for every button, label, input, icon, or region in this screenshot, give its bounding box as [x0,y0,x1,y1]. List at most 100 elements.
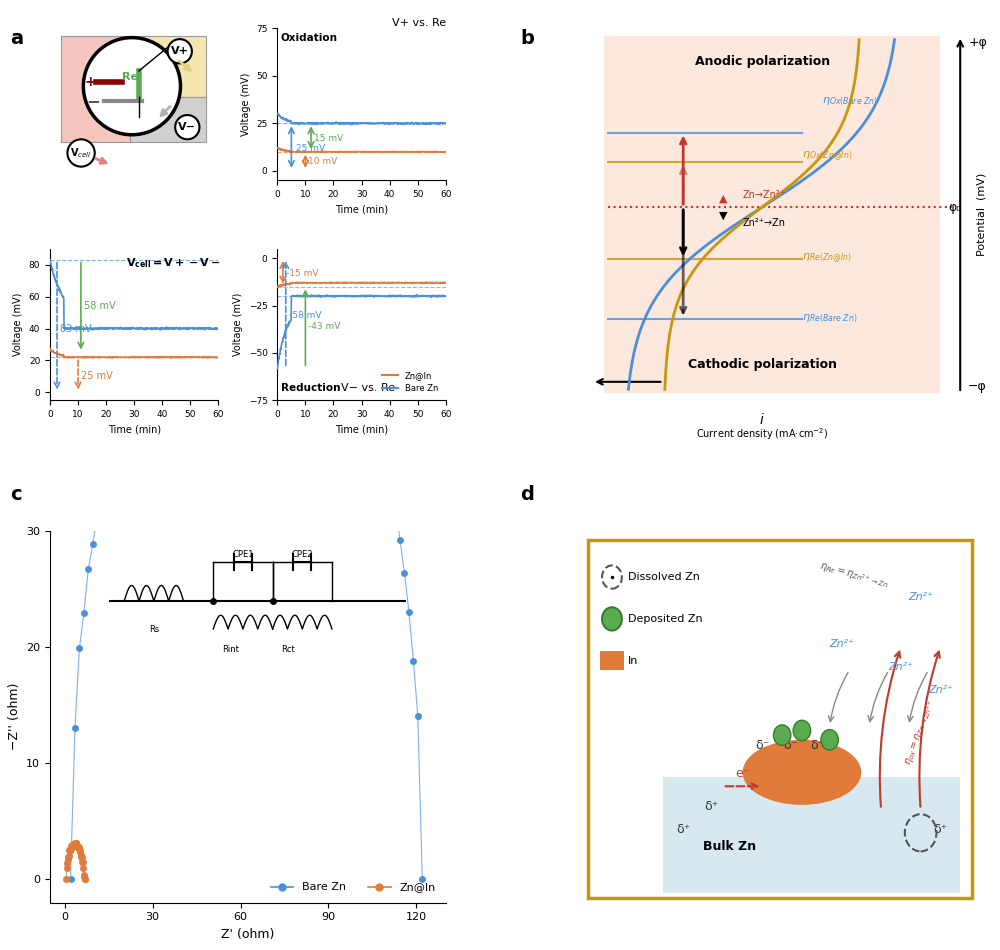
Zn@In [63,840,79,855]
Text: Oxidation: Oxidation [281,33,338,43]
Text: δ⁻: δ⁻ [755,739,769,752]
Text: +: + [84,75,96,88]
Bare Zn [156,254,172,269]
Bare Zn [245,176,261,191]
Circle shape [602,607,622,631]
Zn@In [67,836,83,851]
Zn@In [76,868,92,884]
Text: Potential  (mV): Potential (mV) [976,173,986,256]
Bare Zn [89,506,105,522]
Zn@In [70,839,86,854]
Bare Zn [107,408,123,423]
Legend: Zn@In, Bare Zn: Zn@In, Bare Zn [378,368,442,396]
Bare Zn [112,389,128,404]
Bare Zn [294,207,310,222]
Text: 10 mV: 10 mV [308,157,337,166]
Bare Zn [272,186,288,201]
Text: −: − [86,92,100,110]
Bare Zn [218,178,234,193]
Text: $\eta_{Ox(Bare\ Zn)}$: $\eta_{Ox(Bare\ Zn)}$ [822,95,878,107]
Bare Zn [356,351,372,366]
Text: −φ: −φ [968,380,987,393]
Bare Zn [263,187,279,202]
Bare Zn [410,709,426,724]
Text: d: d [520,484,534,504]
Bare Zn [152,274,168,289]
Zn@In [64,837,80,852]
Text: e⁻: e⁻ [735,767,750,780]
Zn@In [67,837,83,852]
Bare Zn [290,201,306,217]
Bare Zn [334,291,350,306]
Zn@In [59,855,75,870]
Bare Zn [281,198,297,213]
Legend: Bare Zn, Zn@In: Bare Zn, Zn@In [267,878,440,897]
Text: Zn→Zn²⁺: Zn→Zn²⁺ [743,190,786,199]
Zn@In [61,848,77,864]
Text: V− vs. Re: V− vs. Re [341,383,395,392]
Bare Zn [325,253,341,268]
Bare Zn [103,431,119,446]
Text: Cathodic polarization: Cathodic polarization [688,357,837,370]
Text: V−: V− [178,123,196,132]
Zn@In [66,838,82,853]
Zn@In [60,851,76,866]
Bare Zn [352,347,368,362]
Text: In: In [628,656,638,666]
Bare Zn [414,872,430,887]
Bare Zn [214,179,230,194]
Bare Zn [370,406,386,421]
Bare Zn [80,561,96,577]
Circle shape [773,725,791,746]
Bare Zn [374,423,390,438]
Text: Zn²⁺: Zn²⁺ [928,685,953,695]
Bare Zn [174,229,190,244]
Text: V+: V+ [171,47,189,56]
Text: -15 mV: -15 mV [286,269,318,277]
Zn@In [63,839,79,854]
Text: $i$: $i$ [759,411,765,427]
Bare Zn [392,532,408,547]
Zn@In [77,872,93,887]
Bare Zn [134,317,150,332]
Zn@In [70,839,86,854]
Bare Zn [205,188,221,203]
Text: δ⁺: δ⁺ [704,800,718,812]
Text: δ⁻: δ⁻ [783,739,797,752]
Bare Zn [312,238,328,254]
Text: Deposited Zn: Deposited Zn [628,614,702,624]
Bare Zn [365,390,381,405]
Circle shape [793,720,811,741]
FancyBboxPatch shape [588,540,972,898]
X-axis label: Time (min): Time (min) [335,425,388,435]
Zn@In [73,847,89,863]
Text: Current density (mA·cm$^{-2}$): Current density (mA·cm$^{-2}$) [696,427,828,443]
Bare Zn [343,310,359,325]
Text: Zn²⁺→Zn: Zn²⁺→Zn [743,218,786,228]
Zn@In [72,844,88,859]
Bare Zn [192,203,208,218]
Text: ▲: ▲ [719,193,727,203]
Zn@In [76,869,92,884]
Bare Zn [396,565,412,580]
Bare Zn [316,258,332,274]
Bare Zn [116,372,132,388]
Bare Zn [85,537,101,552]
Text: a: a [10,28,23,48]
Text: 83 mV: 83 mV [60,324,91,333]
Zn@In [65,837,81,852]
Y-axis label: −Z'' (ohm): −Z'' (ohm) [8,683,21,750]
Bare Zn [138,300,154,315]
Bare Zn [120,352,136,368]
Circle shape [175,115,199,140]
Zn@In [68,836,84,851]
Y-axis label: Voltage (mV): Voltage (mV) [13,293,23,356]
Text: Zn²⁺: Zn²⁺ [908,592,933,602]
Zn@In [69,839,85,854]
FancyBboxPatch shape [600,652,624,670]
Bare Zn [94,469,110,484]
Zn@In [77,872,93,887]
Text: 58 mV: 58 mV [84,301,115,312]
Zn@In [72,842,88,857]
Text: Re: Re [122,72,138,82]
